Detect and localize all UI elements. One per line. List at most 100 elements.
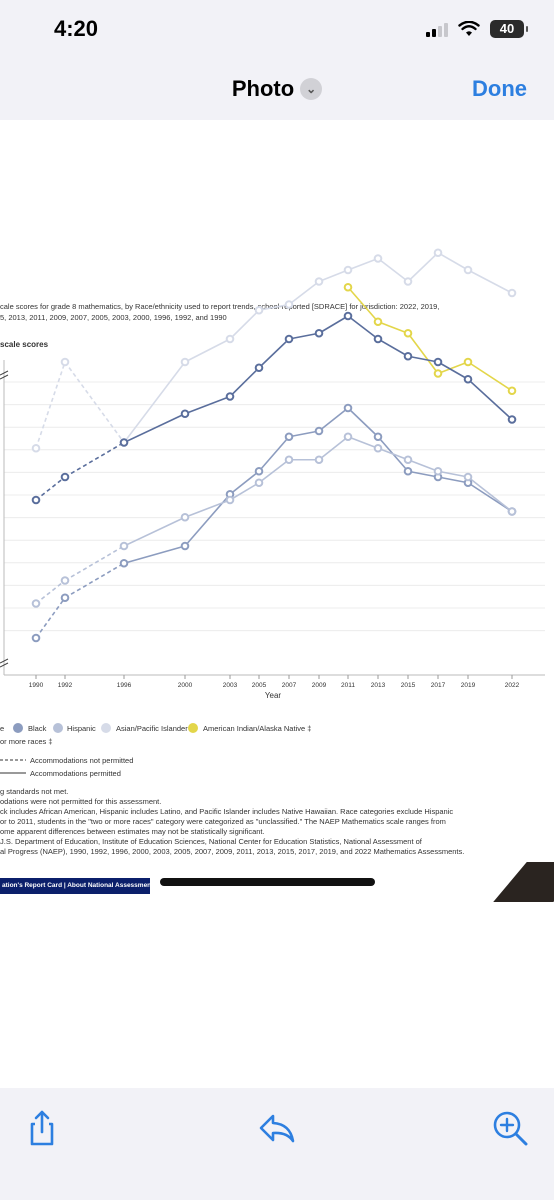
legend-permitted-label: Accommodations permitted xyxy=(30,769,121,778)
chevron-down-icon[interactable]: ⌄ xyxy=(300,78,323,100)
series-american-indian-alaska-native-segment xyxy=(437,361,469,375)
nav-bar: Photo ⌄ Done xyxy=(0,60,554,120)
series-asian-pacific-islander-point xyxy=(343,265,353,275)
series-black-point xyxy=(284,432,294,442)
share-icon[interactable] xyxy=(22,1108,62,1148)
series-hispanic-segment xyxy=(229,482,260,501)
x-tick-label: 1992 xyxy=(58,682,73,689)
series-two-or-more-races-point xyxy=(403,351,413,361)
series-asian-pacific-islander-segment xyxy=(318,269,349,283)
status-bar: 4:20 40 xyxy=(0,0,554,60)
series-asian-pacific-islander-point xyxy=(60,357,70,367)
photo-view[interactable]: cale scores for grade 8 mathematics, by … xyxy=(0,120,554,1088)
series-hispanic-point xyxy=(343,432,353,442)
series-two-or-more-races-point xyxy=(180,409,190,419)
series-two-or-more-races-segment xyxy=(35,476,66,501)
x-tick-label: 2009 xyxy=(312,682,327,689)
note-2: odations were not permitted for this ass… xyxy=(0,797,162,806)
series-black-point xyxy=(60,593,70,603)
series-black-segment xyxy=(347,407,379,438)
x-tick-label: 2015 xyxy=(401,682,416,689)
cellular-signal-icon xyxy=(426,21,448,37)
series-two-or-more-races-segment xyxy=(467,378,513,421)
series-two-or-more-races-segment xyxy=(377,338,409,357)
series-two-or-more-races-segment xyxy=(347,315,379,340)
series-hispanic-segment xyxy=(64,545,125,582)
x-tick-label: 2007 xyxy=(282,682,297,689)
series-two-or-more-races-segment xyxy=(288,332,320,340)
series-black-segment xyxy=(437,476,469,484)
note-5: ome apparent differences between estimat… xyxy=(0,827,265,836)
series-hispanic-point xyxy=(254,478,264,488)
series-asian-pacific-islander-segment xyxy=(347,257,379,271)
series-hispanic-segment xyxy=(377,447,409,461)
series-hispanic-segment xyxy=(123,516,186,547)
series-asian-pacific-islander-point xyxy=(314,277,324,286)
series-american-indian-alaska-native-segment xyxy=(377,321,409,334)
x-tick-label: 2017 xyxy=(431,682,446,689)
series-asian-pacific-islander-segment xyxy=(64,361,125,443)
series-hispanic-point xyxy=(433,466,443,476)
chart-caption-line2: 5, 2013, 2011, 2009, 2007, 2005, 2003, 2… xyxy=(0,313,227,322)
chart-lines xyxy=(35,252,513,639)
series-hispanic-segment xyxy=(347,436,379,449)
note-6: J.S. Department of Education, Institute … xyxy=(0,837,422,846)
reply-icon[interactable] xyxy=(257,1108,297,1148)
series-black-point xyxy=(314,426,324,436)
scrubber-bar[interactable] xyxy=(160,878,375,886)
series-american-indian-alaska-native-point xyxy=(343,282,353,292)
series-black-point xyxy=(343,403,353,413)
series-two-or-more-races-point xyxy=(373,334,383,344)
series-black-point xyxy=(180,541,190,551)
series-asian-pacific-islander-point xyxy=(373,254,383,263)
chart-caption-line1: cale scores for grade 8 mathematics, by … xyxy=(0,302,440,311)
corner-decoration xyxy=(493,862,554,902)
x-tick-label: 2005 xyxy=(252,682,267,689)
legend-hispanic-swatch xyxy=(53,723,63,733)
series-two-or-more-races-segment xyxy=(318,315,349,334)
zoom-in-icon[interactable] xyxy=(490,1108,530,1148)
legend-asian-swatch xyxy=(101,723,111,733)
series-two-or-more-races-point xyxy=(60,472,70,482)
series-asian-pacific-islander-point xyxy=(433,248,443,258)
series-asian-pacific-islander-segment xyxy=(184,338,231,363)
series-asian-pacific-islander-segment xyxy=(35,361,66,449)
series-two-or-more-races-point xyxy=(463,374,473,384)
series-asian-pacific-islander-segment xyxy=(407,252,439,283)
series-black-segment xyxy=(258,436,290,472)
series-black-segment xyxy=(64,562,125,599)
line-chart: 1990 1992 1996 2000 2003 2005 2007 2009 2011 2013… xyxy=(0,248,545,700)
legend-hispanic-label: Hispanic xyxy=(67,724,96,733)
axis-break-mark xyxy=(0,370,9,380)
series-asian-pacific-islander-point xyxy=(284,300,294,309)
series-hispanic-segment xyxy=(35,579,66,605)
legend-black-label: Black xyxy=(28,724,47,733)
note-3: ck includes African American, Hispanic i… xyxy=(0,807,454,816)
chart-points xyxy=(31,248,517,643)
status-time: 4:20 xyxy=(54,16,99,41)
series-asian-pacific-islander-segment xyxy=(467,269,513,294)
series-two-or-more-races-segment xyxy=(123,413,186,444)
series-hispanic-point xyxy=(60,576,70,585)
legend-white-fragment: e xyxy=(0,724,5,733)
x-axis-label: Year xyxy=(265,691,282,700)
series-american-indian-alaska-native-segment xyxy=(347,286,379,323)
series-hispanic-point xyxy=(373,443,383,453)
series-american-indian-alaska-native-segment xyxy=(467,361,513,392)
series-two-or-more-races-point xyxy=(314,328,324,338)
series-black-point xyxy=(119,558,129,568)
nav-title-button[interactable]: Photo ⌄ xyxy=(0,76,554,102)
series-two-or-more-races-segment xyxy=(258,338,290,369)
series-hispanic-point xyxy=(284,455,294,465)
x-tick-label: 2000 xyxy=(178,682,193,689)
series-two-or-more-races-point xyxy=(254,363,264,373)
series-hispanic-point xyxy=(225,495,235,505)
footer-links[interactable]: ation's Report Card | About National Ass… xyxy=(0,878,150,894)
series-black-point xyxy=(254,466,264,476)
series-hispanic-point xyxy=(31,599,41,608)
series-hispanic-segment xyxy=(258,459,290,484)
bottom-toolbar xyxy=(0,1088,554,1200)
series-hispanic-point xyxy=(403,455,413,465)
done-button[interactable]: Done xyxy=(472,76,527,101)
x-tick-label: 2019 xyxy=(461,682,476,689)
